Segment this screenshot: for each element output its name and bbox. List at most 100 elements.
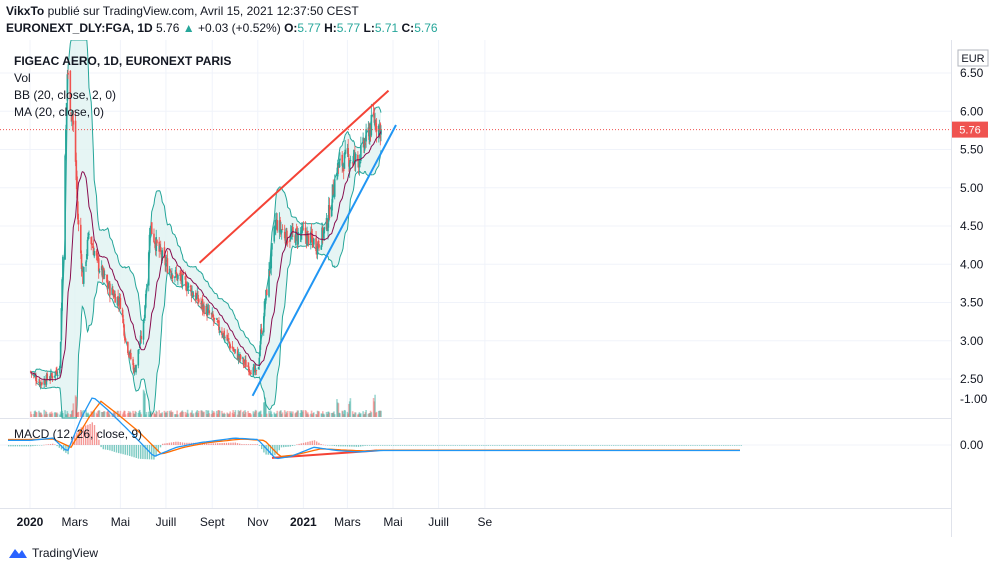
high-value: 5.77 — [336, 21, 361, 35]
macd-histogram-bar — [681, 445, 683, 446]
macd-histogram-bar — [509, 445, 511, 446]
candle-body — [307, 234, 310, 245]
candle-body — [124, 338, 127, 341]
open-value: 5.77 — [297, 21, 321, 35]
volume-bar — [253, 413, 255, 417]
candle-body — [359, 162, 361, 164]
volume-bar — [299, 412, 302, 417]
macd-histogram-bar — [41, 445, 43, 446]
volume-bar — [208, 413, 211, 417]
volume-bar — [67, 413, 69, 417]
volume-bar — [53, 412, 56, 417]
volume-bar — [315, 413, 317, 417]
macd-histogram-bar — [415, 445, 417, 446]
macd-histogram-bar — [272, 445, 274, 456]
bb-upper-line — [30, 40, 382, 373]
volume-bar — [202, 412, 205, 417]
trendlines[interactable] — [0, 89, 951, 459]
publisher-name[interactable]: VikxTo — [6, 4, 45, 18]
macd-histogram-bar — [307, 441, 309, 445]
candle-body — [317, 240, 320, 247]
candle-body — [70, 112, 72, 115]
candle-body — [65, 129, 67, 160]
volume-bar — [276, 410, 279, 417]
volume-bar — [207, 410, 210, 417]
volume-bar — [54, 412, 57, 417]
time-tick-label: Mai — [383, 515, 402, 529]
volume-bar — [34, 410, 37, 417]
volume-bar — [378, 410, 381, 417]
close-value: 5.76 — [414, 21, 438, 35]
volume-bar — [227, 414, 230, 417]
macd-histogram-bar — [661, 445, 663, 446]
volume-bar — [326, 414, 329, 417]
candle-body — [51, 375, 54, 379]
candle-body — [259, 345, 261, 356]
macd-histogram-bar — [617, 445, 619, 446]
macd-histogram-bar — [646, 445, 648, 446]
volume-bar — [265, 404, 267, 417]
macd-histogram-bar — [342, 445, 344, 447]
macd-histogram-bar — [705, 445, 707, 446]
macd-histogram-bar — [412, 445, 415, 446]
candle-body — [226, 334, 228, 341]
candle-body — [201, 299, 204, 310]
candle-body — [39, 382, 42, 386]
volume-bar — [77, 411, 80, 417]
volume-bar — [301, 410, 303, 417]
candle-body — [327, 223, 329, 232]
price-tick-label: 5.50 — [960, 143, 984, 157]
candle-body — [223, 330, 225, 339]
candle-body — [369, 128, 371, 142]
volume-bar — [101, 412, 104, 417]
footer-brand[interactable]: TradingView — [8, 546, 98, 560]
volume-bar — [196, 410, 199, 417]
candle-body — [82, 267, 85, 284]
macd-histogram-bar — [285, 445, 287, 447]
candle-body — [92, 246, 95, 255]
time-tick-label: Se — [478, 515, 493, 529]
candle-body — [44, 380, 46, 384]
candle-body — [75, 160, 78, 181]
currency-badge[interactable] — [957, 49, 989, 67]
legend-macd: MACD (12, 26, close, 9) — [14, 427, 142, 441]
volume-bar — [352, 413, 355, 417]
price-chart[interactable]: 6.50 6.00 5.50 5.00 4.50 4.00 3.50 3.00 2.50 0.00… — [0, 40, 1006, 537]
macd-histogram-bar — [450, 445, 452, 446]
candle-body — [156, 240, 158, 244]
candle-body — [213, 317, 216, 319]
macd-histogram-bar — [219, 443, 221, 445]
last-price: 5.76 — [156, 21, 180, 35]
volume-bar — [150, 413, 153, 417]
volume-bar — [262, 402, 265, 417]
volume-bar — [102, 412, 104, 417]
volume-bar — [243, 413, 246, 417]
candle-body — [307, 231, 309, 233]
candle-body — [186, 286, 189, 291]
macd-histogram-bar — [379, 445, 382, 446]
volume-bar — [96, 414, 99, 417]
volume-bar — [348, 403, 350, 417]
volume-bar — [285, 411, 287, 417]
macd-histogram-bar — [309, 441, 311, 445]
candles — [29, 69, 382, 390]
low-value: 5.71 — [374, 21, 399, 35]
volume-bar — [114, 411, 116, 417]
volume-bar — [97, 411, 99, 417]
candle-body — [117, 296, 119, 301]
volume-bar — [191, 410, 193, 417]
macd-histogram-bar — [214, 443, 217, 445]
volume-bar — [180, 411, 183, 417]
candle-body — [365, 129, 367, 142]
macd-histogram-bar — [368, 445, 371, 446]
volume-bar — [113, 412, 116, 417]
volume-bar — [122, 412, 125, 417]
macd-histogram-bar — [324, 444, 327, 446]
volume-bar — [195, 411, 198, 417]
volume-bar — [174, 414, 176, 417]
macd-histogram-bar — [588, 445, 591, 446]
candle-body — [159, 246, 162, 252]
macd-histogram-bar — [287, 445, 289, 447]
volume-bar — [306, 413, 308, 417]
volume-bar — [77, 412, 79, 417]
